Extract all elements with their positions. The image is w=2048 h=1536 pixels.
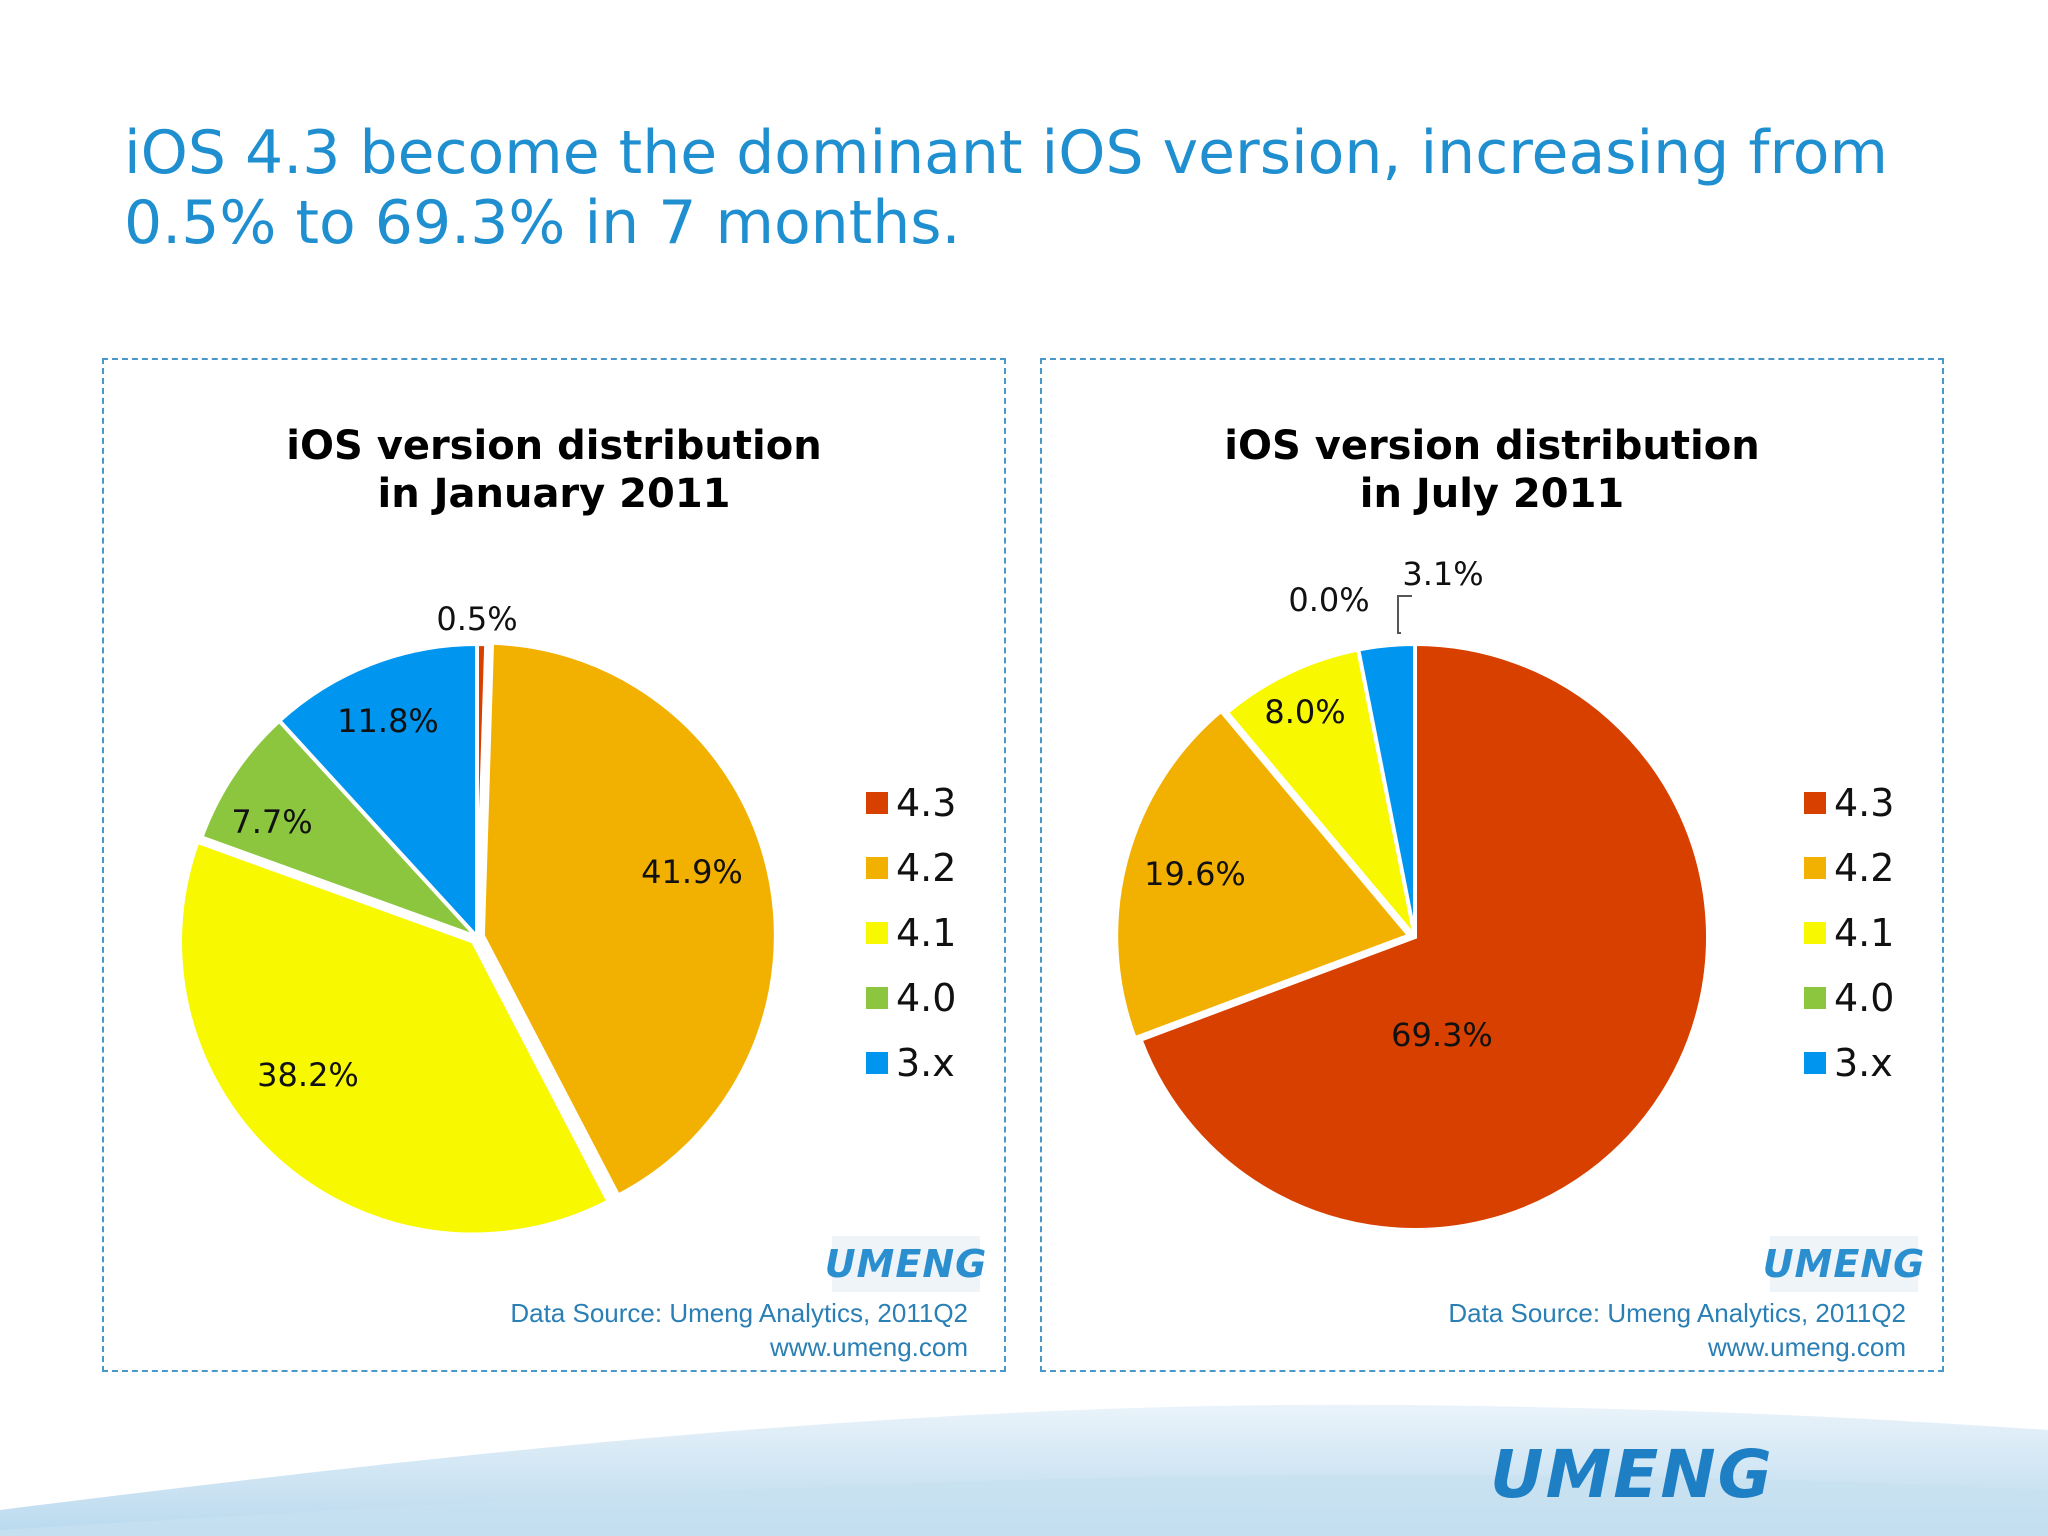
legend-swatch-4-2: [1804, 856, 1826, 879]
data-source-url: www.umeng.com: [1708, 1332, 1906, 1362]
slice-label-4-2: 41.9%: [641, 853, 743, 891]
pie-slice-4-2: [480, 640, 778, 1199]
slice-label-3-x: 3.1%: [1402, 555, 1483, 593]
pie-slice-3-x: [276, 641, 479, 943]
legend-item: 4.2: [866, 835, 956, 900]
data-source-url: www.umeng.com: [770, 1332, 968, 1362]
pie-slice-4-1: [178, 839, 612, 1237]
slide-title-line1: iOS 4.3 become the dominant iOS version,…: [124, 118, 1888, 188]
legend-label: 3.x: [896, 1040, 955, 1085]
legend-item: 3.x: [1804, 1030, 1894, 1095]
slice-label-4-0: 7.7%: [231, 803, 312, 841]
slice-label-4-3: 69.3%: [1391, 1016, 1493, 1054]
legend-swatch-3-x: [866, 1051, 888, 1074]
pie-slice-4-2: [1114, 708, 1413, 1041]
legend-label: 4.1: [896, 910, 957, 955]
slice-label-3-x: 11.8%: [337, 702, 439, 740]
slide-title-line2: 0.5% to 69.3% in 7 months.: [124, 188, 961, 258]
chart-title-line1: iOS version distribution: [286, 423, 822, 469]
legend-item: 4.3: [1804, 770, 1894, 835]
legend-item: 4.1: [1804, 900, 1894, 965]
legend-item: 4.0: [1804, 965, 1894, 1030]
slice-label-4-1: 8.0%: [1264, 693, 1345, 731]
chart-title-july: iOS version distribution in July 2011: [1042, 422, 1942, 518]
data-source-line1: Data Source: Umeng Analytics, 2011Q2: [1448, 1298, 1906, 1328]
legend-item: 4.0: [866, 965, 956, 1030]
slice-label-4-0: 0.0%: [1288, 581, 1369, 619]
umeng-logo: UMENG: [1763, 1236, 1924, 1292]
legend-swatch-3-x: [1804, 1051, 1826, 1074]
legend-label: 4.3: [1834, 780, 1895, 825]
legend-label: 3.x: [1834, 1040, 1893, 1085]
legend-item: 4.3: [866, 770, 956, 835]
legend-july: 4.3 4.2 4.1 4.0 3.x: [1804, 770, 1894, 1095]
legend-swatch-4-2: [866, 856, 888, 879]
legend-label: 4.2: [896, 845, 957, 890]
footer-wave: [0, 1404, 2048, 1536]
chart-title-line2: in July 2011: [1359, 471, 1625, 517]
chart-panel-january: iOS version distribution in January 2011…: [102, 358, 1006, 1372]
legend-item: 3.x: [866, 1030, 956, 1095]
legend-swatch-4-3: [866, 791, 888, 814]
legend-label: 4.0: [1834, 975, 1895, 1020]
legend-label: 4.2: [1834, 845, 1895, 890]
slice-label-4-2: 19.6%: [1144, 855, 1246, 893]
pie-chart-january: 0.5% 41.9% 38.2% 7.7% 11.8%: [178, 600, 778, 1237]
data-source: Data Source: Umeng Analytics, 2011Q2 www…: [510, 1296, 968, 1364]
chart-title-line2: in January 2011: [377, 471, 731, 517]
data-source: Data Source: Umeng Analytics, 2011Q2 www…: [1448, 1296, 1906, 1364]
chart-panel-july: iOS version distribution in July 2011 69…: [1040, 358, 1944, 1372]
pie-slice-4-3: [1138, 641, 1710, 1232]
pie-slice-3-x: [1355, 641, 1417, 938]
chart-title-line1: iOS version distribution: [1224, 423, 1760, 469]
label-leader-line: [1397, 595, 1412, 634]
legend-swatch-4-1: [1804, 921, 1826, 944]
slide-title: iOS 4.3 become the dominant iOS version,…: [124, 118, 1924, 258]
legend-swatch-4-0: [866, 986, 888, 1009]
legend-swatch-4-1: [866, 921, 888, 944]
legend-january: 4.3 4.2 4.1 4.0 3.x: [866, 770, 956, 1095]
pie-slice-4-1: [1224, 647, 1417, 939]
chart-title-january: iOS version distribution in January 2011: [104, 422, 1004, 518]
legend-item: 4.2: [1804, 835, 1894, 900]
pie-slice-4-0: [198, 717, 479, 939]
slice-label-4-1: 38.2%: [257, 1056, 359, 1094]
legend-label: 4.1: [1834, 910, 1895, 955]
data-source-line1: Data Source: Umeng Analytics, 2011Q2: [510, 1298, 968, 1328]
legend-item: 4.1: [866, 900, 956, 965]
umeng-logo: UMENG: [825, 1236, 986, 1292]
legend-swatch-4-0: [1804, 986, 1826, 1009]
legend-label: 4.0: [896, 975, 957, 1020]
footer-umeng-logo: UMENG: [1490, 1435, 1774, 1513]
pie-chart-july: 69.3% 19.6% 8.0% 0.0% 3.1%: [1114, 555, 1710, 1232]
legend-swatch-4-3: [1804, 791, 1826, 814]
legend-label: 4.3: [896, 780, 957, 825]
slice-label-4-3: 0.5%: [436, 600, 517, 638]
